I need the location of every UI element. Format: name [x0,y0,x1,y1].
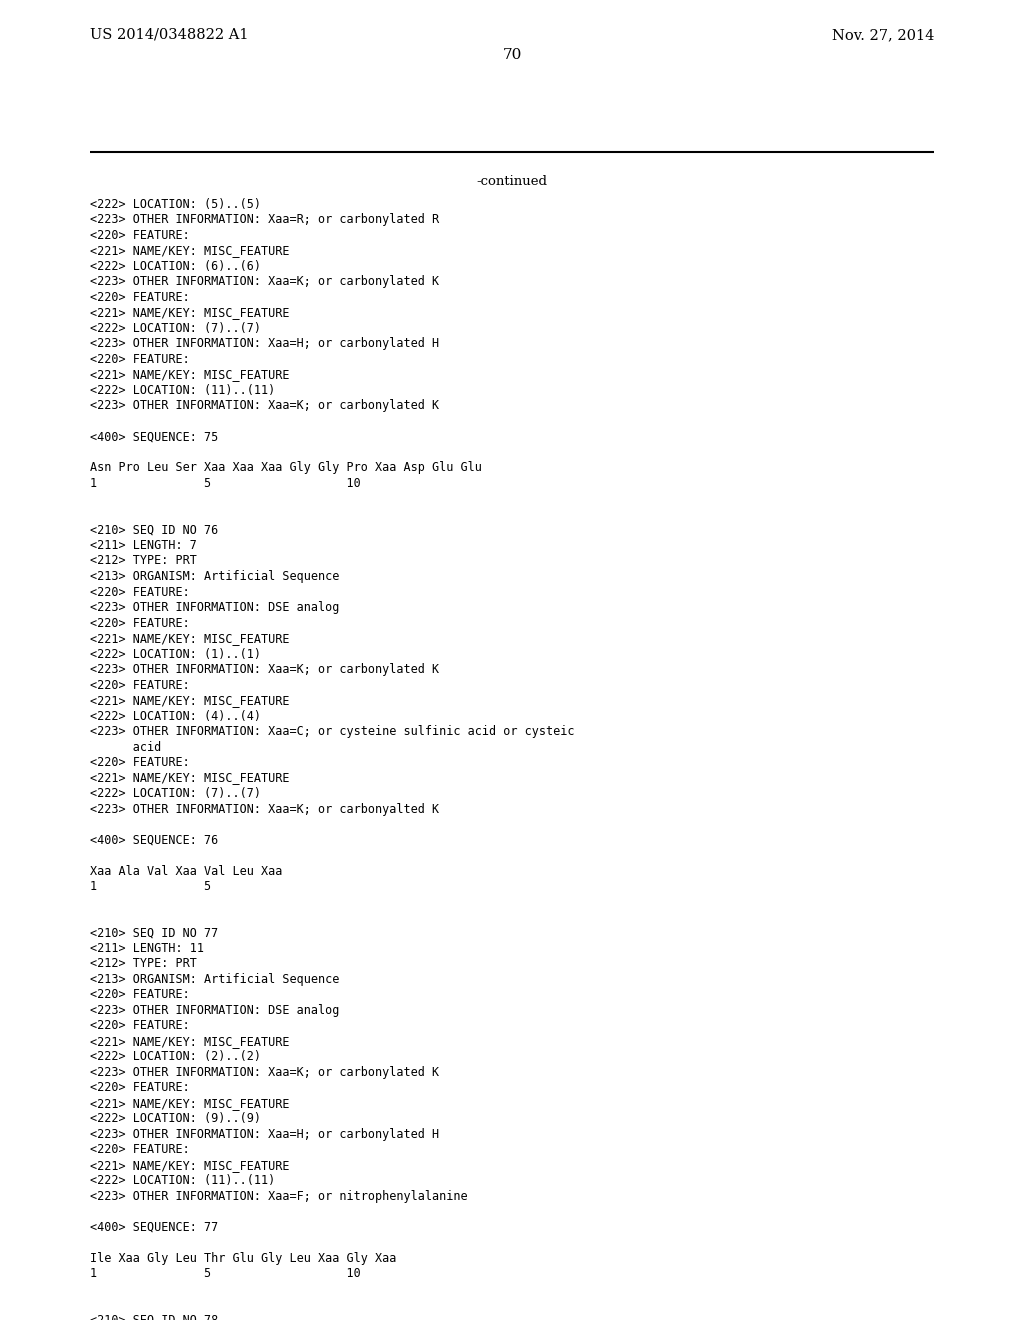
Text: <222> LOCATION: (7)..(7): <222> LOCATION: (7)..(7) [90,787,261,800]
Text: <213> ORGANISM: Artificial Sequence: <213> ORGANISM: Artificial Sequence [90,570,339,583]
Text: <222> LOCATION: (4)..(4): <222> LOCATION: (4)..(4) [90,710,261,722]
Text: <220> FEATURE:: <220> FEATURE: [90,352,189,366]
Text: <210> SEQ ID NO 78: <210> SEQ ID NO 78 [90,1313,218,1320]
Text: <221> NAME/KEY: MISC_FEATURE: <221> NAME/KEY: MISC_FEATURE [90,306,290,319]
Text: <220> FEATURE:: <220> FEATURE: [90,1019,189,1032]
Text: <220> FEATURE:: <220> FEATURE: [90,586,189,598]
Text: Ile Xaa Gly Leu Thr Glu Gly Leu Xaa Gly Xaa: Ile Xaa Gly Leu Thr Glu Gly Leu Xaa Gly … [90,1251,396,1265]
Text: <221> NAME/KEY: MISC_FEATURE: <221> NAME/KEY: MISC_FEATURE [90,771,290,784]
Text: <223> OTHER INFORMATION: Xaa=K; or carbonylated K: <223> OTHER INFORMATION: Xaa=K; or carbo… [90,1067,439,1078]
Text: <220> FEATURE:: <220> FEATURE: [90,989,189,1002]
Text: <223> OTHER INFORMATION: Xaa=H; or carbonylated H: <223> OTHER INFORMATION: Xaa=H; or carbo… [90,338,439,351]
Text: <221> NAME/KEY: MISC_FEATURE: <221> NAME/KEY: MISC_FEATURE [90,632,290,645]
Text: <220> FEATURE:: <220> FEATURE: [90,290,189,304]
Text: <222> LOCATION: (11)..(11): <222> LOCATION: (11)..(11) [90,384,275,397]
Text: <221> NAME/KEY: MISC_FEATURE: <221> NAME/KEY: MISC_FEATURE [90,368,290,381]
Text: <223> OTHER INFORMATION: Xaa=K; or carbonylated K: <223> OTHER INFORMATION: Xaa=K; or carbo… [90,276,439,289]
Text: <211> LENGTH: 11: <211> LENGTH: 11 [90,942,204,954]
Text: <221> NAME/KEY: MISC_FEATURE: <221> NAME/KEY: MISC_FEATURE [90,694,290,708]
Text: -continued: -continued [476,176,548,187]
Text: 1               5: 1 5 [90,880,211,894]
Text: 70: 70 [503,48,521,62]
Text: Xaa Ala Val Xaa Val Leu Xaa: Xaa Ala Val Xaa Val Leu Xaa [90,865,283,878]
Text: <221> NAME/KEY: MISC_FEATURE: <221> NAME/KEY: MISC_FEATURE [90,1035,290,1048]
Text: acid: acid [90,741,161,754]
Text: <223> OTHER INFORMATION: Xaa=F; or nitrophenylalanine: <223> OTHER INFORMATION: Xaa=F; or nitro… [90,1191,468,1203]
Text: <221> NAME/KEY: MISC_FEATURE: <221> NAME/KEY: MISC_FEATURE [90,244,290,257]
Text: <220> FEATURE:: <220> FEATURE: [90,756,189,770]
Text: <222> LOCATION: (9)..(9): <222> LOCATION: (9)..(9) [90,1113,261,1126]
Text: <220> FEATURE:: <220> FEATURE: [90,228,189,242]
Text: <400> SEQUENCE: 77: <400> SEQUENCE: 77 [90,1221,218,1234]
Text: <223> OTHER INFORMATION: Xaa=H; or carbonylated H: <223> OTHER INFORMATION: Xaa=H; or carbo… [90,1129,439,1140]
Text: Nov. 27, 2014: Nov. 27, 2014 [831,28,934,42]
Text: <211> LENGTH: 7: <211> LENGTH: 7 [90,539,197,552]
Text: <223> OTHER INFORMATION: Xaa=R; or carbonylated R: <223> OTHER INFORMATION: Xaa=R; or carbo… [90,214,439,227]
Text: <212> TYPE: PRT: <212> TYPE: PRT [90,554,197,568]
Text: Asn Pro Leu Ser Xaa Xaa Xaa Gly Gly Pro Xaa Asp Glu Glu: Asn Pro Leu Ser Xaa Xaa Xaa Gly Gly Pro … [90,462,482,474]
Text: <223> OTHER INFORMATION: DSE analog: <223> OTHER INFORMATION: DSE analog [90,601,339,614]
Text: <213> ORGANISM: Artificial Sequence: <213> ORGANISM: Artificial Sequence [90,973,339,986]
Text: 1               5                   10: 1 5 10 [90,477,360,490]
Text: <223> OTHER INFORMATION: Xaa=K; or carbonylated K: <223> OTHER INFORMATION: Xaa=K; or carbo… [90,663,439,676]
Text: <222> LOCATION: (11)..(11): <222> LOCATION: (11)..(11) [90,1175,275,1188]
Text: <221> NAME/KEY: MISC_FEATURE: <221> NAME/KEY: MISC_FEATURE [90,1159,290,1172]
Text: <220> FEATURE:: <220> FEATURE: [90,616,189,630]
Text: <222> LOCATION: (1)..(1): <222> LOCATION: (1)..(1) [90,648,261,660]
Text: <222> LOCATION: (5)..(5): <222> LOCATION: (5)..(5) [90,198,261,211]
Text: 1               5                   10: 1 5 10 [90,1267,360,1280]
Text: <210> SEQ ID NO 77: <210> SEQ ID NO 77 [90,927,218,940]
Text: <220> FEATURE:: <220> FEATURE: [90,1081,189,1094]
Text: <221> NAME/KEY: MISC_FEATURE: <221> NAME/KEY: MISC_FEATURE [90,1097,290,1110]
Text: <210> SEQ ID NO 76: <210> SEQ ID NO 76 [90,524,218,536]
Text: <223> OTHER INFORMATION: Xaa=K; or carbonyalted K: <223> OTHER INFORMATION: Xaa=K; or carbo… [90,803,439,816]
Text: <223> OTHER INFORMATION: DSE analog: <223> OTHER INFORMATION: DSE analog [90,1005,339,1016]
Text: <222> LOCATION: (7)..(7): <222> LOCATION: (7)..(7) [90,322,261,335]
Text: <223> OTHER INFORMATION: Xaa=K; or carbonylated K: <223> OTHER INFORMATION: Xaa=K; or carbo… [90,400,439,412]
Text: US 2014/0348822 A1: US 2014/0348822 A1 [90,28,249,42]
Text: <400> SEQUENCE: 75: <400> SEQUENCE: 75 [90,430,218,444]
Text: <400> SEQUENCE: 76: <400> SEQUENCE: 76 [90,833,218,846]
Text: <222> LOCATION: (6)..(6): <222> LOCATION: (6)..(6) [90,260,261,273]
Text: <223> OTHER INFORMATION: Xaa=C; or cysteine sulfinic acid or cysteic: <223> OTHER INFORMATION: Xaa=C; or cyste… [90,725,574,738]
Text: <212> TYPE: PRT: <212> TYPE: PRT [90,957,197,970]
Text: <222> LOCATION: (2)..(2): <222> LOCATION: (2)..(2) [90,1051,261,1064]
Text: <220> FEATURE:: <220> FEATURE: [90,1143,189,1156]
Text: <220> FEATURE:: <220> FEATURE: [90,678,189,692]
